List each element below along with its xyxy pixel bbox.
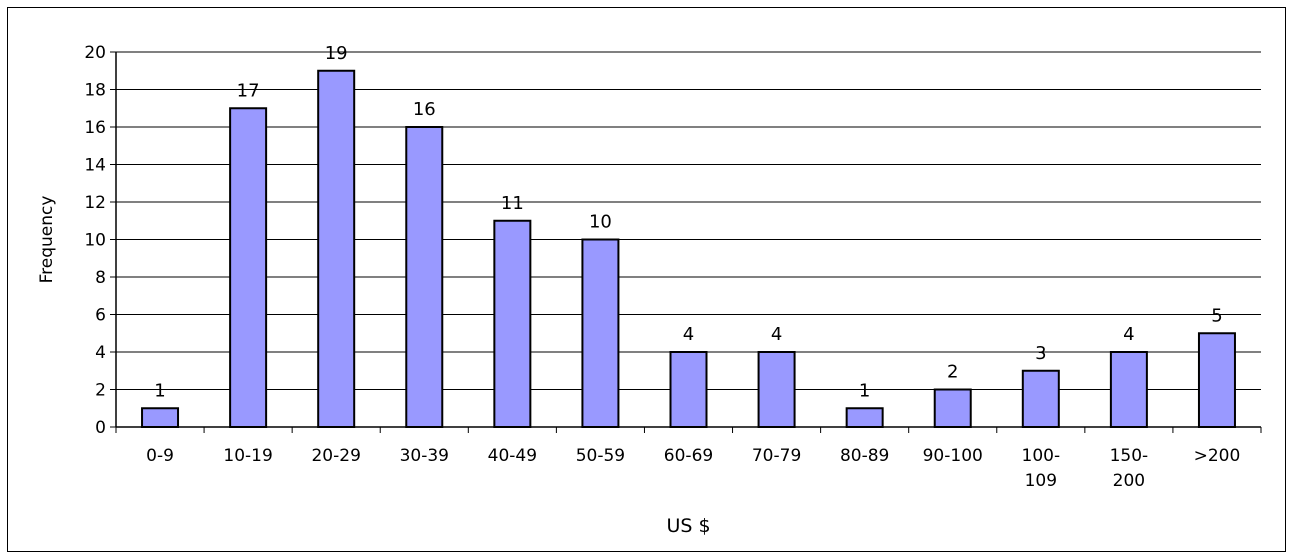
bar (1021, 369, 1060, 428)
data-label: 1 (154, 380, 165, 401)
bar (933, 388, 972, 428)
y-tick-label: 4 (95, 343, 106, 363)
data-label: 5 (1211, 305, 1222, 326)
bar (669, 351, 708, 428)
y-tick-label: 18 (84, 81, 106, 101)
data-label: 19 (325, 43, 348, 64)
data-label: 16 (413, 99, 436, 120)
y-axis-title: Frequency (37, 196, 57, 284)
bars (141, 69, 1236, 428)
x-axis-title: US $ (666, 515, 710, 537)
bar (405, 126, 444, 428)
grid-lines (116, 51, 1261, 390)
bar (317, 69, 356, 428)
data-label: 10 (589, 212, 612, 233)
y-tick-labels: 0 2 4 6 8 10 12 14 16 18 20 (84, 43, 106, 438)
x-tick-label: 10-19 (223, 446, 272, 466)
y-tick-label: 8 (95, 268, 106, 288)
x-tick-label: 30-39 (400, 446, 449, 466)
x-tick-labels: 0-9 10-19 20-29 30-39 40-49 50-59 60-69 70-79 80… (146, 446, 1240, 491)
bar (757, 351, 796, 428)
data-label: 11 (501, 193, 524, 214)
x-tick-label: 60-69 (664, 446, 713, 466)
y-tick-label: 10 (84, 231, 106, 251)
bar (1197, 332, 1236, 428)
chart-frame: 0 2 4 6 8 10 12 14 16 18 20 0-9 10-19 20-29 30-39 40-4… (7, 7, 1286, 552)
y-tick-label: 0 (95, 418, 106, 438)
x-tick-label: 70-79 (752, 446, 801, 466)
x-tick-label: >200 (1194, 446, 1241, 466)
x-tick-label: 0-9 (146, 446, 174, 466)
bar (845, 407, 884, 428)
x-tick-label: 20-29 (311, 446, 360, 466)
axes (110, 51, 1262, 433)
y-tick-label: 20 (84, 43, 106, 63)
x-tick-label: 200 (1113, 471, 1145, 491)
x-tick-label: 109 (1025, 471, 1057, 491)
y-tick-label: 6 (95, 306, 106, 326)
x-tick-label: 50-59 (576, 446, 625, 466)
y-tick-label: 2 (95, 381, 106, 401)
data-label: 17 (237, 80, 260, 101)
data-label: 2 (947, 362, 958, 383)
x-tick-label: 40-49 (488, 446, 537, 466)
data-label: 1 (859, 380, 870, 401)
bar (1109, 351, 1148, 428)
data-labels: 1 17 19 16 11 10 4 4 1 2 3 4 5 (154, 43, 1222, 402)
data-label: 3 (1035, 343, 1046, 364)
bar (229, 107, 268, 428)
bar (493, 219, 532, 428)
data-label: 4 (771, 324, 782, 345)
y-tick-label: 14 (84, 156, 106, 176)
data-label: 4 (683, 324, 694, 345)
y-tick-label: 12 (84, 193, 106, 213)
data-label: 4 (1123, 324, 1134, 345)
x-tick-label: 150- (1110, 446, 1149, 466)
y-tick-label: 16 (84, 118, 106, 138)
bar (141, 407, 180, 428)
x-tick-label: 80-89 (840, 446, 889, 466)
bar (581, 238, 620, 428)
x-tick-label: 100- (1022, 446, 1061, 466)
x-tick-label: 90-100 (923, 446, 983, 466)
